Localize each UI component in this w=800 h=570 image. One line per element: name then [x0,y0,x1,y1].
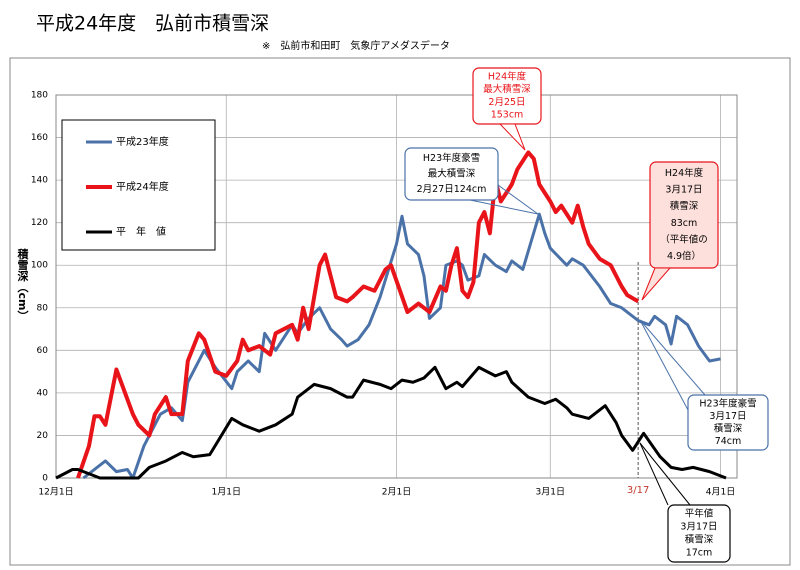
callout-box [687,394,769,451]
callout-text: 積雪深 [714,422,743,434]
x-tick-label: 1月1日 [212,487,241,498]
callout-text: H24年度 [665,167,704,179]
callout-text: H23年度豪雪 [699,397,756,409]
chart-subtitle: ※ 弘前市和田町 気象庁アメダスデータ [262,39,450,52]
x-tick-label: 12月1日 [38,487,73,498]
y-tick-label: 140 [31,176,48,186]
callout-text: H24年度 [488,70,527,82]
callout-text: 83cm [671,218,698,229]
x-tick-label: 4月1日 [706,487,735,498]
callout-line [469,199,539,215]
callout-text: 最大積雪深 [483,83,531,95]
y-tick-label: 60 [37,346,49,356]
callout-text: 積雪深 [685,533,714,545]
callout-text: 153cm [491,110,524,121]
callout-text: （平年値の [660,233,708,245]
legend-label: 平成23年度 [116,135,169,148]
legend-label: 平成24年度 [116,180,169,193]
callout-box [667,504,731,563]
y-tick-label: 80 [37,303,49,313]
plot-border [55,94,738,479]
callout-text: 積雪深 [670,200,699,212]
marker-label: 3/17 [627,485,649,496]
callout-line [639,442,669,506]
callout-text: 2月27日124cm [417,184,487,195]
callout-text: 17cm [686,547,713,558]
callout-box [649,161,719,269]
y-axis-label: 積雪深（cm） [16,247,30,321]
y-tick-label: 100 [31,261,48,271]
callout-text: 最大積雪深 [428,168,476,180]
callout-line [639,319,689,411]
callout-text: 4.9倍） [667,250,701,262]
callout-box [404,147,499,201]
callout-tail [641,267,672,301]
legend-label: 平 年 値 [116,225,166,238]
callout-line [639,442,691,506]
y-tick-label: 160 [31,133,48,143]
x-tick-label: 3月1日 [536,487,565,498]
series-line [82,212,721,480]
callout-text: 3月17日 [665,185,702,196]
series-line [55,365,727,480]
callout-text: H23年度豪雪 [423,152,480,164]
callout-text: 74cm [715,436,742,447]
callout-line [497,184,539,215]
chart-title: 平成24年度 弘前市積雪深 [36,13,269,35]
callout-text: 3月17日 [680,522,717,533]
callout-text: 3月17日 [709,411,746,422]
series-line [76,150,640,479]
y-tick-label: 0 [42,474,48,484]
callout-text: 平年値 [685,508,714,520]
callout-tail [498,123,526,151]
y-tick-label: 120 [31,218,48,228]
x-tick-label: 2月1日 [382,487,411,498]
callout-text: 2月25日 [488,97,525,108]
y-tick-label: 180 [31,91,48,101]
callout-line [639,319,706,396]
y-tick-label: 40 [37,388,49,398]
y-tick-label: 20 [37,431,49,441]
